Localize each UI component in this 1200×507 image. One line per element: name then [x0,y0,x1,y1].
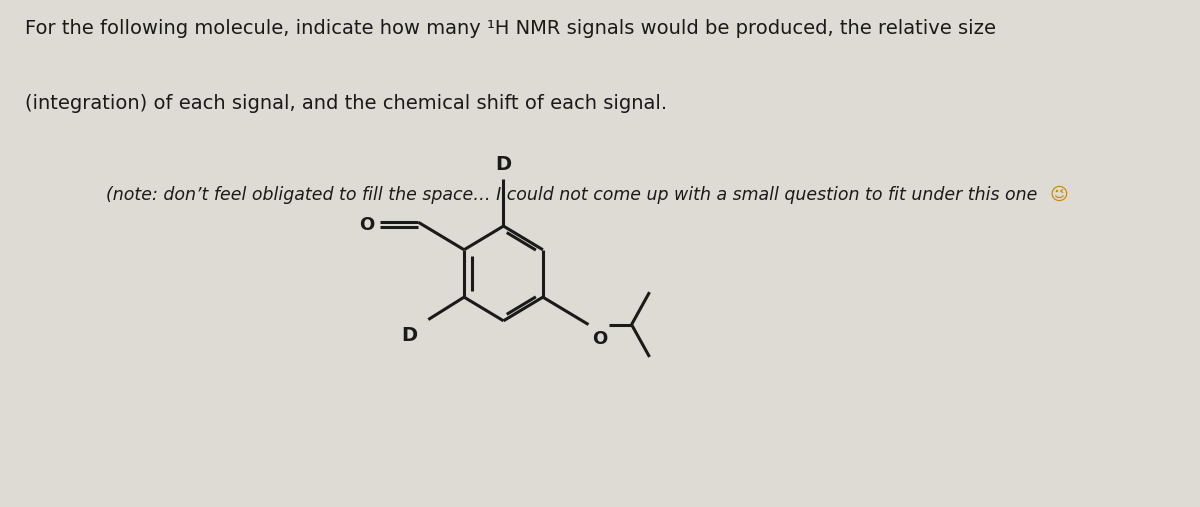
Text: For the following molecule, indicate how many ¹H NMR signals would be produced, : For the following molecule, indicate how… [25,19,996,38]
Text: (note: don’t feel obligated to fill the space… I could not come up with a small : (note: don’t feel obligated to fill the … [106,186,1037,204]
Text: D: D [401,326,416,345]
Text: (integration) of each signal, and the chemical shift of each signal.: (integration) of each signal, and the ch… [25,94,667,113]
Text: D: D [496,155,511,174]
Text: O: O [359,216,374,234]
Text: O: O [592,330,607,347]
Text: 😉: 😉 [1050,186,1068,204]
